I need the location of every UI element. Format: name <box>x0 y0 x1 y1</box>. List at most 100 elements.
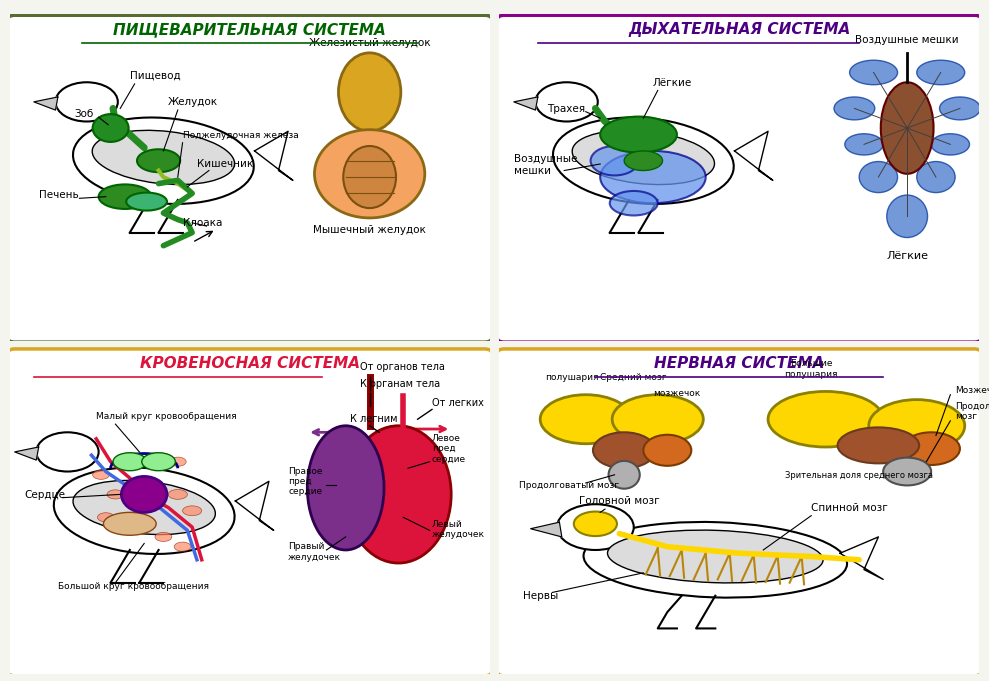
Ellipse shape <box>53 468 234 554</box>
Ellipse shape <box>600 151 706 203</box>
Text: Воздушные
мешки: Воздушные мешки <box>514 154 578 176</box>
Text: Правый
желудочек: Правый желудочек <box>288 542 341 562</box>
Text: Большие
полушария: Большие полушария <box>784 360 838 379</box>
Ellipse shape <box>902 432 960 465</box>
Text: Левое
пред
сердие: Левое пред сердие <box>432 434 466 464</box>
Text: От органов тела: От органов тела <box>360 362 445 373</box>
Ellipse shape <box>644 434 691 466</box>
Text: Мозжечок: Мозжечок <box>955 386 989 395</box>
FancyBboxPatch shape <box>8 15 492 342</box>
FancyBboxPatch shape <box>497 349 981 676</box>
Text: НЕРВНАЯ СИСТЕМА: НЕРВНАЯ СИСТЕМА <box>654 356 825 371</box>
Ellipse shape <box>122 477 167 512</box>
Text: Трахея: Трахея <box>548 104 585 114</box>
Text: Правое
пред
сердие: Правое пред сердие <box>288 466 322 496</box>
Ellipse shape <box>768 392 883 447</box>
Ellipse shape <box>584 522 847 598</box>
Ellipse shape <box>850 60 898 84</box>
Ellipse shape <box>315 129 425 218</box>
Text: Кишечник: Кишечник <box>197 159 253 170</box>
Ellipse shape <box>845 133 883 155</box>
Text: Печень: Печень <box>39 190 78 200</box>
Polygon shape <box>735 131 772 180</box>
Text: Малый круг кровообращения: Малый круг кровообращения <box>96 412 236 422</box>
Text: Зоб: Зоб <box>74 108 94 118</box>
Polygon shape <box>15 447 39 460</box>
Ellipse shape <box>155 533 172 541</box>
Text: Клоака: Клоака <box>183 218 222 228</box>
Polygon shape <box>840 537 883 580</box>
Ellipse shape <box>607 530 823 583</box>
Ellipse shape <box>346 426 451 563</box>
Ellipse shape <box>917 60 964 84</box>
Text: Продолговатый мозг: Продолговатый мозг <box>518 481 619 490</box>
Ellipse shape <box>887 195 928 238</box>
Polygon shape <box>235 481 274 530</box>
Text: Пищевод: Пищевод <box>130 71 180 81</box>
Ellipse shape <box>917 161 955 193</box>
Polygon shape <box>254 131 293 180</box>
Ellipse shape <box>113 453 146 471</box>
Text: КРОВЕНОСНАЯ СИСТЕМА: КРОВЕНОСНАЯ СИСТЕМА <box>139 356 360 371</box>
Polygon shape <box>531 522 562 537</box>
Text: Сердце: Сердце <box>25 490 65 500</box>
Text: мозжечок: мозжечок <box>654 390 700 398</box>
Ellipse shape <box>838 428 919 463</box>
Text: Зрительная доля среднего мозга: Зрительная доля среднего мозга <box>785 471 934 480</box>
Ellipse shape <box>574 511 617 536</box>
Ellipse shape <box>93 114 129 142</box>
Text: Лёгкие: Лёгкие <box>886 251 928 261</box>
Text: ПИЩЕВАРИТЕЛЬНАЯ СИСТЕМА: ПИЩЕВАРИТЕЛЬНАЯ СИСТЕМА <box>114 22 386 37</box>
Polygon shape <box>34 97 57 110</box>
Ellipse shape <box>183 506 202 516</box>
Ellipse shape <box>338 53 401 131</box>
Text: Продолговатый
мозг: Продолговатый мозг <box>955 402 989 422</box>
Ellipse shape <box>127 193 167 210</box>
Ellipse shape <box>137 149 180 172</box>
Text: Воздушные мешки: Воздушные мешки <box>855 35 959 45</box>
Ellipse shape <box>590 146 639 176</box>
Text: Поджелудочная железа: Поджелудочная железа <box>183 131 299 140</box>
Ellipse shape <box>881 82 934 174</box>
Text: Большой круг кровообращения: Большой круг кровообращения <box>57 582 209 591</box>
Text: К легним: К легним <box>350 415 398 424</box>
Ellipse shape <box>593 432 656 469</box>
Ellipse shape <box>174 542 191 552</box>
Text: Нервы: Нервы <box>523 591 559 601</box>
Ellipse shape <box>624 151 663 170</box>
Text: К органам тела: К органам тела <box>360 379 440 389</box>
Ellipse shape <box>540 395 631 444</box>
Ellipse shape <box>343 146 396 208</box>
Ellipse shape <box>99 185 151 209</box>
Ellipse shape <box>308 426 384 550</box>
Ellipse shape <box>73 480 216 535</box>
Ellipse shape <box>92 130 234 185</box>
Text: Левый
желудочек: Левый желудочек <box>432 520 485 539</box>
Text: Лёгкие: Лёгкие <box>653 78 692 88</box>
Ellipse shape <box>573 130 714 185</box>
Ellipse shape <box>612 395 703 444</box>
Ellipse shape <box>55 82 118 121</box>
Ellipse shape <box>608 461 640 489</box>
Ellipse shape <box>859 161 898 193</box>
Ellipse shape <box>93 470 110 479</box>
Text: От легких: От легких <box>432 398 484 408</box>
Ellipse shape <box>883 458 932 486</box>
FancyBboxPatch shape <box>8 349 492 676</box>
Text: Головной мозг: Головной мозг <box>579 496 660 506</box>
Ellipse shape <box>600 116 676 153</box>
Ellipse shape <box>868 400 964 452</box>
Polygon shape <box>514 97 538 110</box>
Text: Мышечный желудок: Мышечный желудок <box>314 225 426 235</box>
FancyBboxPatch shape <box>497 15 981 342</box>
Ellipse shape <box>98 513 114 522</box>
Ellipse shape <box>940 97 980 120</box>
Ellipse shape <box>557 504 634 550</box>
Ellipse shape <box>73 118 254 204</box>
Text: Средний мозг: Средний мозг <box>600 373 667 382</box>
Ellipse shape <box>104 512 156 535</box>
Ellipse shape <box>535 82 597 121</box>
Ellipse shape <box>932 133 969 155</box>
Text: Железистый желудок: Железистый желудок <box>309 38 430 48</box>
Ellipse shape <box>37 432 99 471</box>
